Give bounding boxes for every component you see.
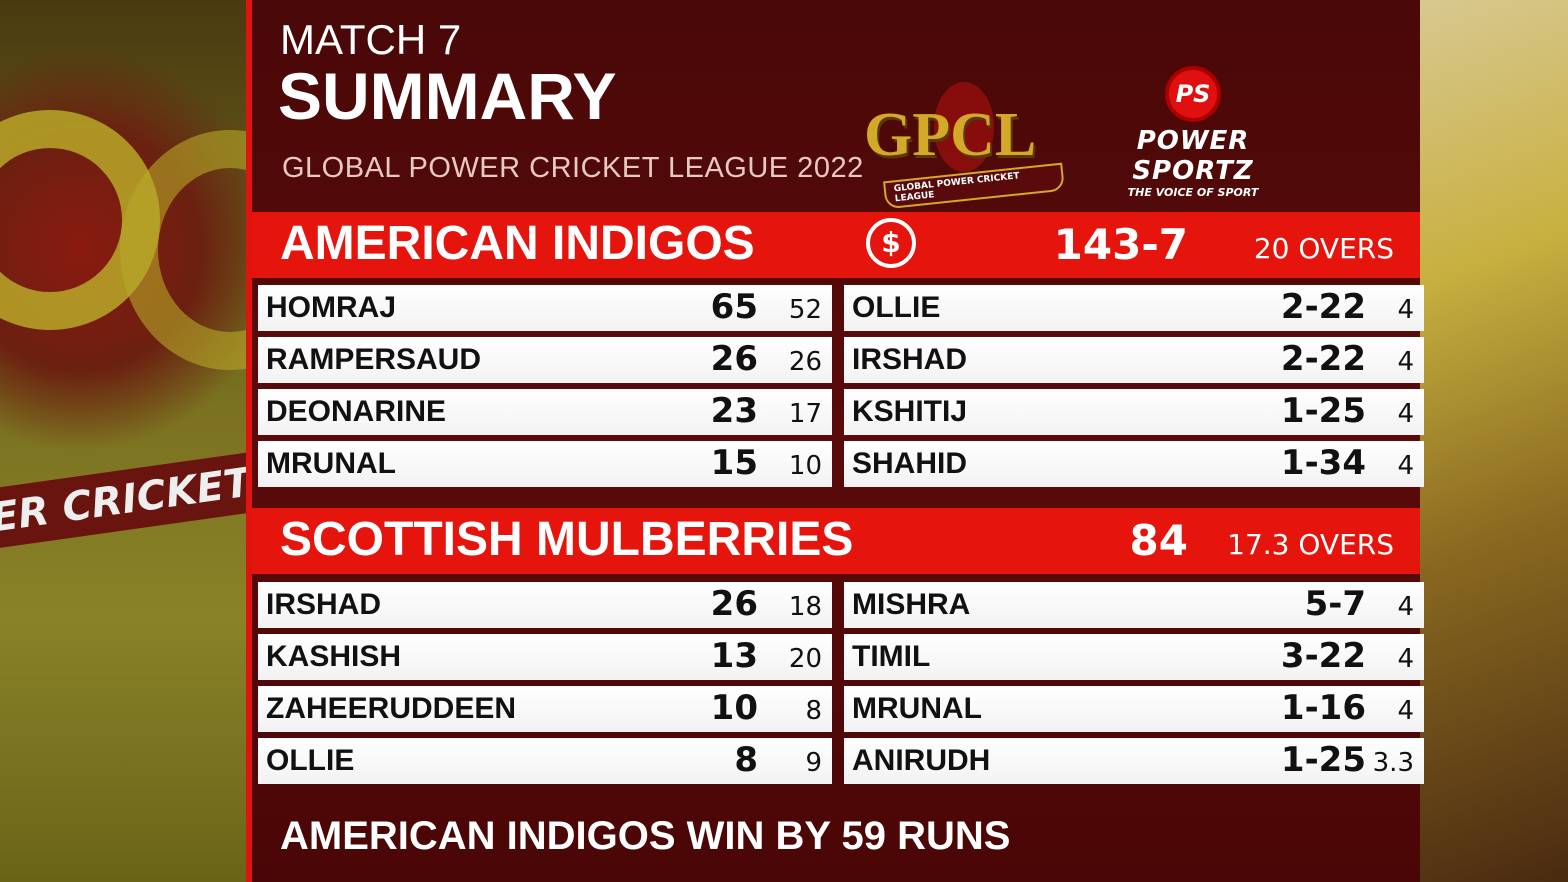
bowling-row: OLLIE 2-22 4 (844, 285, 1424, 331)
player-name: ZAHEERUDDEEN (266, 692, 517, 725)
balls: 26 (788, 347, 822, 377)
batting-row: IRSHAD 26 18 (258, 582, 832, 628)
batting-row: DEONARINE 23 17 (258, 389, 832, 435)
team-overs: 17.3 OVERS (1227, 528, 1394, 561)
bowling-row: MISHRA 5-7 4 (844, 582, 1424, 628)
figures: 2-22 (1280, 287, 1366, 327)
team-name: AMERICAN INDIGOS (280, 217, 755, 270)
bowling-row: IRSHAD 2-22 4 (844, 337, 1424, 383)
figures: 3-22 (1280, 636, 1366, 676)
team-bar-innings-1: AMERICAN INDIGOS $ 143-7 20 OVERS (252, 212, 1420, 278)
summary-panel: MATCH 7 SUMMARY GLOBAL POWER CRICKET LEA… (246, 0, 1424, 882)
player-name: MISHRA (852, 588, 971, 621)
overs: 4 (1397, 347, 1414, 377)
balls: 8 (805, 696, 822, 726)
figures: 1-25 (1280, 740, 1366, 780)
player-name: SHAHID (852, 447, 968, 480)
bowling-row: TIMIL 3-22 4 (844, 634, 1424, 680)
dollar-coin-icon: $ (866, 218, 916, 268)
figures: 1-25 (1280, 391, 1366, 431)
figures: 5-7 (1304, 584, 1366, 624)
bowling-row: SHAHID 1-34 4 (844, 441, 1424, 487)
team-name: SCOTTISH MULBERRIES (280, 513, 854, 566)
player-name: DEONARINE (266, 395, 447, 428)
bowling-row: ANIRUDH 1-25 3.3 (844, 738, 1424, 784)
figures: 1-16 (1280, 688, 1366, 728)
runs: 10 (710, 688, 758, 728)
runs: 8 (734, 740, 758, 780)
batting-row: OLLIE 8 9 (258, 738, 832, 784)
overs: 3.3 (1372, 748, 1414, 778)
overs: 4 (1397, 592, 1414, 622)
balls: 52 (788, 295, 822, 325)
player-name: ANIRUDH (852, 744, 991, 777)
match-result: AMERICAN INDIGOS WIN BY 59 RUNS (280, 814, 1011, 858)
player-name: MRUNAL (266, 447, 396, 480)
overs: 4 (1397, 644, 1414, 674)
balls: 17 (788, 399, 822, 429)
batting-row: KASHISH 13 20 (258, 634, 832, 680)
team-overs: 20 OVERS (1253, 232, 1394, 265)
runs: 26 (710, 584, 758, 624)
player-name: IRSHAD (266, 588, 382, 621)
runs: 65 (710, 287, 758, 327)
figures: 2-22 (1280, 339, 1366, 379)
player-name: OLLIE (266, 744, 355, 777)
batting-row: RAMPERSAUD 26 26 (258, 337, 832, 383)
match-number: MATCH 7 (280, 16, 462, 63)
gpcl-logo: GPCL GLOBAL POWER CRICKET LEAGUE (864, 62, 1065, 210)
batting-row: HOMRAJ 65 52 (258, 285, 832, 331)
bowling-row: MRUNAL 1-16 4 (844, 686, 1424, 732)
cricket-ball-icon (934, 82, 994, 172)
runs: 23 (710, 391, 758, 431)
player-name: KASHISH (266, 640, 402, 673)
balls: 20 (788, 644, 822, 674)
player-name: OLLIE (852, 291, 941, 324)
team-score: 84 (1129, 516, 1188, 565)
runs: 15 (710, 443, 758, 483)
balls: 9 (805, 748, 822, 778)
background-banner: ER CRICKET (0, 451, 263, 549)
batting-row: MRUNAL 15 10 (258, 441, 832, 487)
background-left: ER CRICKET (0, 0, 340, 882)
background-right (1420, 0, 1568, 882)
figures: 1-34 (1280, 443, 1366, 483)
balls: 10 (788, 451, 822, 481)
league-name: GLOBAL POWER CRICKET LEAGUE 2022 (282, 152, 864, 184)
player-name: RAMPERSAUD (266, 343, 482, 376)
player-name: HOMRAJ (266, 291, 397, 324)
overs: 4 (1397, 295, 1414, 325)
page-title: SUMMARY (278, 59, 617, 133)
team-score: 143-7 (1053, 220, 1188, 269)
bowling-row: KSHITIJ 1-25 4 (844, 389, 1424, 435)
power-sportz-logo: PS POWER SPORTZ THE VOICE OF SPORT (1078, 66, 1308, 199)
player-name: MRUNAL (852, 692, 982, 725)
overs: 4 (1397, 399, 1414, 429)
runs: 13 (710, 636, 758, 676)
overs: 4 (1397, 451, 1414, 481)
overs: 4 (1397, 696, 1414, 726)
team-bar-innings-2: SCOTTISH MULBERRIES 84 17.3 OVERS (252, 508, 1420, 574)
balls: 18 (788, 592, 822, 622)
player-name: TIMIL (852, 640, 931, 673)
player-name: KSHITIJ (852, 395, 968, 428)
runs: 26 (710, 339, 758, 379)
batting-row: ZAHEERUDDEEN 10 8 (258, 686, 832, 732)
player-name: IRSHAD (852, 343, 968, 376)
